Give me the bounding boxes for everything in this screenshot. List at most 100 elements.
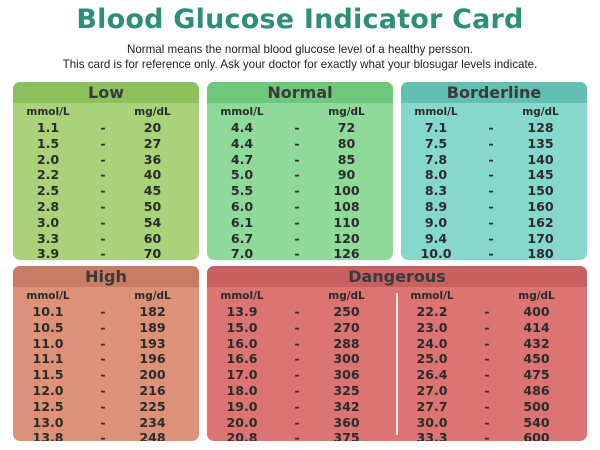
dash-separator: -: [294, 135, 300, 151]
mgdl-value: 128: [527, 120, 554, 135]
mmol-value: 22.2: [416, 304, 448, 319]
dash-separator: -: [294, 319, 300, 335]
mgdl-value: 400: [523, 304, 550, 319]
high-card-title: High: [13, 266, 199, 287]
mgdl-value: 414: [523, 319, 550, 335]
mmol-value: 8.9: [424, 198, 448, 214]
dash-separator: -: [294, 335, 300, 351]
mgdl-value: 108: [333, 198, 360, 214]
mgdl-value: 306: [333, 367, 360, 383]
mgdl-value: 180: [527, 246, 554, 260]
dash-separator: -: [100, 230, 106, 246]
value-rows: 4.4-72 4.4-80 4.7-85 5.0-90 5.5-100 6.0-108 6.…: [207, 120, 393, 260]
card-title: Blood Glucose Indicator Card: [76, 4, 524, 35]
mmol-value: 6.0: [230, 198, 254, 214]
mgdl-value: 270: [333, 319, 360, 335]
dash-separator: -: [100, 319, 106, 335]
mgdl-value: 100: [333, 183, 360, 199]
high-range-card: High mmol/L mg/dL 10.1 - 182 10.5 - 189 11.0 - 193…: [13, 266, 199, 441]
mgdl-value: 160: [527, 198, 554, 214]
mgdl-value: 126: [333, 246, 360, 260]
table-row: 8.3 - 150: [401, 183, 587, 199]
mgdl-value: 250: [333, 304, 360, 319]
dash-separator: -: [488, 214, 494, 230]
mgdl-value: 170: [527, 230, 554, 246]
mgdl-value: 85: [337, 151, 356, 167]
mgdl-value: 27: [143, 135, 162, 151]
mgdl-value: 162: [527, 214, 554, 230]
dash-separator: -: [294, 151, 300, 167]
dash-separator: -: [100, 367, 106, 383]
table-row: 2.5 - 45: [13, 183, 199, 199]
mgdl-value: 120: [333, 230, 360, 246]
mgdl-value: 145: [527, 167, 554, 183]
low-range-card: Low mmol/L mg/dL 1.1-20 1.5-27 2.0-36 2.2-40 2…: [13, 82, 199, 260]
mmol-value: 5.5: [230, 183, 254, 199]
dash-separator: -: [294, 367, 300, 383]
table-row: 3.0 - 54: [13, 215, 199, 231]
mgdl-value: 20: [143, 120, 162, 135]
dash-separator: -: [100, 246, 106, 260]
dash-separator: -: [484, 398, 490, 414]
mgdl-value: 500: [523, 398, 550, 414]
mgdl-value: 216: [139, 382, 166, 398]
table-row: 8.0 - 145: [401, 167, 587, 183]
normal-card-title: Normal: [207, 82, 393, 103]
table-row: 13.8 - 248: [13, 430, 199, 441]
mmol-value: 6.1: [230, 214, 254, 230]
mmol-value: 13.9: [226, 304, 258, 319]
table-row: 9.0 - 162: [401, 215, 587, 231]
dash-separator: -: [484, 430, 490, 441]
mmol-value: 20.0: [226, 414, 258, 430]
dash-separator: -: [294, 198, 300, 214]
mmol-value: 18.0: [226, 382, 258, 398]
table-row: 5.0 - 90: [207, 167, 393, 183]
mmol-value: 8.3: [424, 183, 448, 199]
borderline-card-title: Borderline: [401, 82, 587, 103]
table-row: 25.0 - 450: [207, 351, 587, 367]
table-row: 18.0 - 325: [207, 383, 587, 399]
dash-separator: -: [294, 167, 300, 183]
dash-separator: -: [100, 135, 106, 151]
mgdl-value: 140: [527, 151, 554, 167]
dash-separator: -: [488, 183, 494, 199]
table-row: 4.4 - 80: [207, 136, 393, 152]
mmol-value: 2.2: [36, 167, 60, 183]
mmol-value: 9.4: [424, 230, 448, 246]
table-row: 10.0 - 180: [401, 246, 587, 260]
mmol-value: 3.3: [36, 230, 60, 246]
mgdl-column-header: mg/dL: [134, 290, 171, 302]
table-row: 11.0 - 193: [13, 336, 199, 352]
mmol-value: 24.0: [416, 335, 448, 351]
table-row: 4.4 - 72: [207, 120, 393, 136]
mmol-value: 27.0: [416, 382, 448, 398]
mgdl-value: 36: [143, 151, 162, 167]
mgdl-value: 200: [139, 367, 166, 383]
table-row: 30.0 - 540: [207, 415, 587, 431]
dash-separator: -: [294, 304, 300, 319]
mmol-value: 10.1: [32, 304, 64, 319]
table-row: 9.4 - 170: [401, 231, 587, 247]
dash-separator: -: [100, 151, 106, 167]
dash-separator: -: [100, 183, 106, 199]
table-row: 10.1 - 182: [13, 304, 199, 320]
dash-separator: -: [100, 214, 106, 230]
mmol-value: 12.5: [32, 398, 64, 414]
dash-separator: -: [100, 398, 106, 414]
mmol-column-header: mmol/L: [26, 290, 70, 302]
table-row: 6.7 - 120: [207, 231, 393, 247]
dash-separator: -: [488, 167, 494, 183]
dash-separator: -: [294, 351, 300, 367]
mgdl-value: 288: [333, 335, 360, 351]
dash-separator: -: [294, 382, 300, 398]
mmol-value: 10.5: [32, 319, 64, 335]
mgdl-value: 72: [337, 120, 356, 135]
mmol-value: 2.5: [36, 183, 60, 199]
mmol-value: 1.1: [36, 120, 60, 135]
dash-separator: -: [488, 120, 494, 135]
mmol-value: 13.8: [32, 430, 64, 441]
mgdl-column-header: mg/dL: [522, 106, 559, 118]
table-row: 12.0 - 216: [13, 383, 199, 399]
mgdl-value: 540: [523, 414, 550, 430]
mgdl-value: 50: [143, 198, 162, 214]
